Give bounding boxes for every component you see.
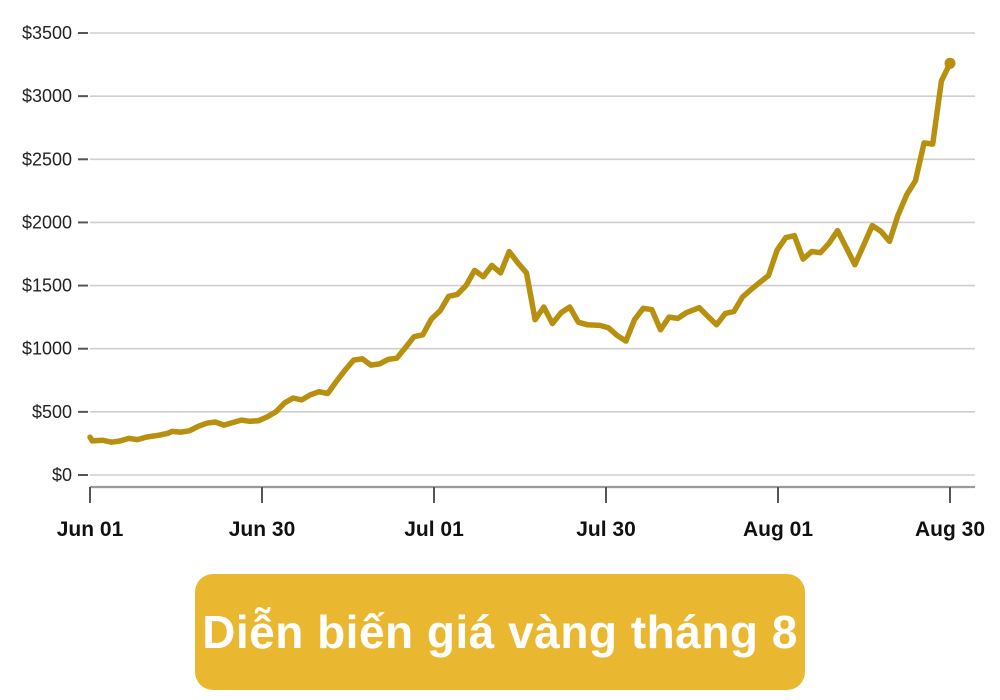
series-line-gold-price: [87, 60, 953, 445]
ytick-label: $1500: [22, 276, 72, 296]
xtick-label: Aug 01: [743, 518, 813, 541]
xtick-label: Aug 30: [915, 518, 985, 541]
gold-price-chart: $0 $500 $1000 $1500 $2000 $2500 $3000 $3500 Jun…: [22, 23, 985, 541]
chart-title: Diễn biến giá vàng tháng 8: [202, 606, 798, 658]
xtick-label: Jul 30: [576, 518, 636, 541]
ytick-label: $3500: [22, 23, 72, 43]
xtick-label: Jun 30: [229, 518, 296, 541]
x-axis: Jun 01 Jun 30 Jul 01 Jul 30 Aug 01 Aug 30: [57, 485, 985, 541]
series-layer: [87, 57, 956, 445]
ytick-label: $1000: [22, 339, 72, 359]
xtick-label: Jun 01: [57, 518, 124, 541]
ytick-label: $3000: [22, 86, 72, 106]
grid-lines: [90, 32, 975, 476]
chart-title-banner: Diễn biến giá vàng tháng 8: [195, 574, 805, 690]
ytick-label: $2500: [22, 149, 72, 169]
y-axis: $0 $500 $1000 $1500 $2000 $2500 $3000 $3500: [22, 23, 88, 485]
ytick-label: $0: [52, 465, 72, 485]
series-end-point: [944, 57, 956, 69]
xtick-label: Jul 01: [404, 518, 464, 541]
ytick-label: $500: [32, 402, 72, 422]
ytick-label: $2000: [22, 212, 72, 232]
